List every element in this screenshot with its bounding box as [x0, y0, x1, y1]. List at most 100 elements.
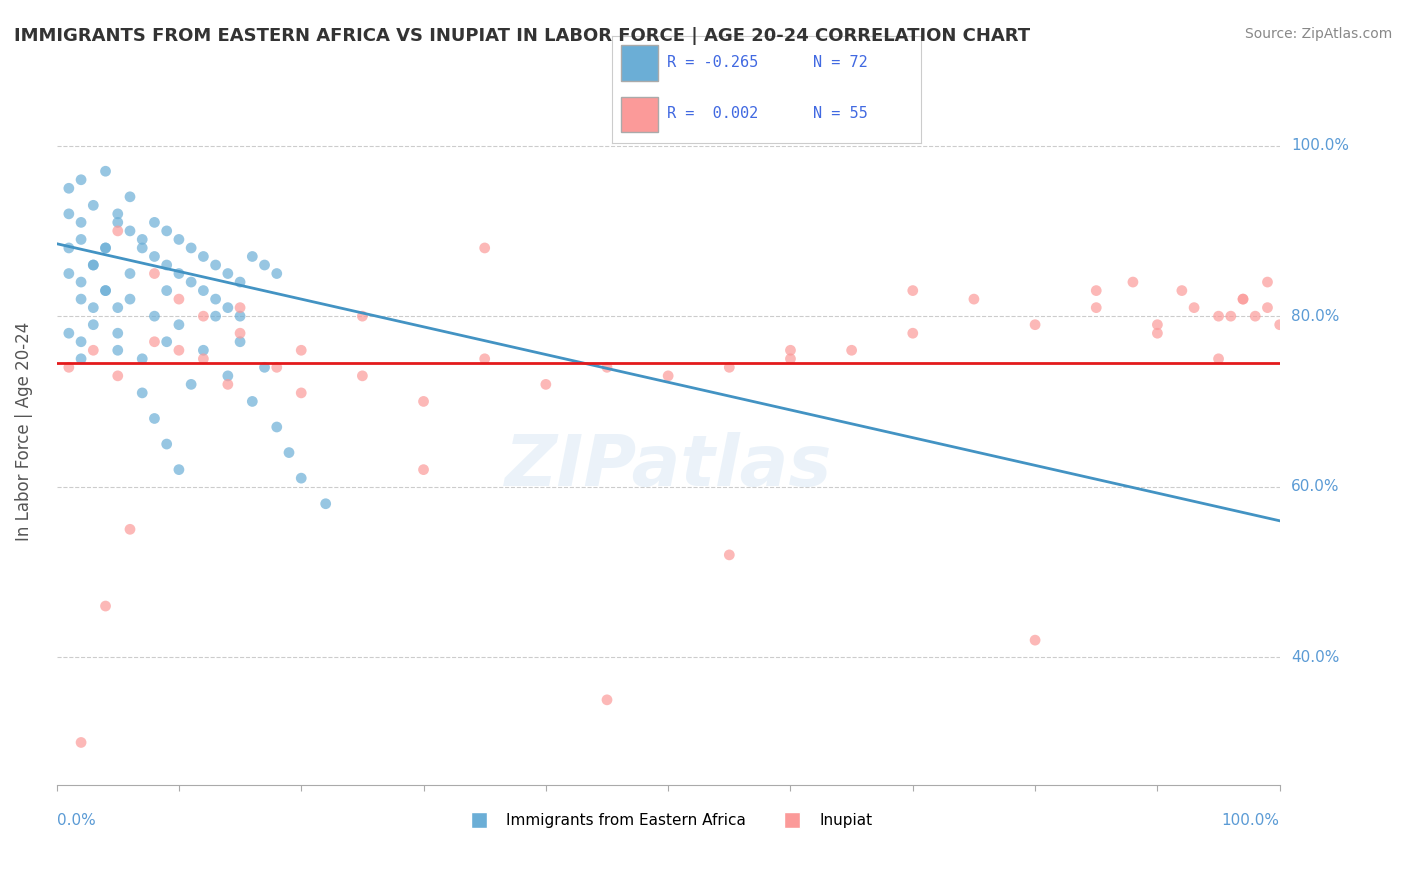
Point	[204, 309, 226, 323]
Point	[107, 207, 129, 221]
Point	[412, 462, 434, 476]
Point	[167, 292, 190, 306]
Text: 60.0%: 60.0%	[1291, 479, 1340, 494]
Point	[534, 377, 557, 392]
Point	[118, 267, 141, 281]
Text: 100.0%: 100.0%	[1291, 138, 1348, 153]
Point	[131, 351, 153, 366]
Text: 40.0%: 40.0%	[1291, 649, 1339, 665]
Point	[229, 309, 252, 323]
Point	[180, 275, 202, 289]
Point	[118, 224, 141, 238]
Point	[266, 420, 288, 434]
Point	[290, 343, 312, 358]
Point	[131, 232, 153, 246]
Point	[315, 497, 337, 511]
FancyBboxPatch shape	[621, 45, 658, 80]
Point	[167, 343, 190, 358]
Point	[131, 385, 153, 400]
Legend: Immigrants from Eastern Africa, Inupiat: Immigrants from Eastern Africa, Inupiat	[457, 807, 879, 834]
Point	[58, 326, 80, 341]
Point	[82, 301, 104, 315]
Point	[193, 351, 215, 366]
Text: R = -0.265: R = -0.265	[668, 55, 759, 70]
Text: R =  0.002: R = 0.002	[668, 106, 759, 121]
Point	[779, 351, 801, 366]
Point	[217, 368, 239, 383]
Point	[229, 301, 252, 315]
Point	[58, 181, 80, 195]
Point	[901, 326, 924, 341]
Point	[217, 301, 239, 315]
Point	[58, 360, 80, 375]
Point	[107, 301, 129, 315]
Point	[841, 343, 863, 358]
Point	[1232, 292, 1254, 306]
Point	[412, 394, 434, 409]
Point	[229, 326, 252, 341]
Point	[352, 368, 374, 383]
Point	[143, 411, 166, 425]
Point	[167, 462, 190, 476]
Point	[1024, 633, 1046, 648]
Point	[107, 368, 129, 383]
Point	[107, 326, 129, 341]
Point	[229, 334, 252, 349]
Point	[82, 198, 104, 212]
Point	[82, 343, 104, 358]
Point	[1208, 351, 1230, 366]
Point	[143, 250, 166, 264]
Text: N = 55: N = 55	[813, 106, 868, 121]
Point	[1208, 309, 1230, 323]
Point	[70, 275, 93, 289]
Point	[204, 292, 226, 306]
Point	[58, 207, 80, 221]
Point	[167, 232, 190, 246]
Point	[193, 309, 215, 323]
Point	[107, 343, 129, 358]
FancyBboxPatch shape	[621, 96, 658, 132]
Point	[596, 693, 619, 707]
Point	[156, 334, 179, 349]
Point	[718, 548, 741, 562]
Point	[1268, 318, 1291, 332]
Point	[266, 360, 288, 375]
Point	[94, 164, 117, 178]
Text: N = 72: N = 72	[813, 55, 868, 70]
Point	[1171, 284, 1194, 298]
Point	[70, 173, 93, 187]
Point	[131, 241, 153, 255]
Point	[94, 241, 117, 255]
Point	[1122, 275, 1144, 289]
Point	[193, 343, 215, 358]
Point	[58, 267, 80, 281]
Point	[1256, 301, 1278, 315]
Point	[1182, 301, 1205, 315]
Text: 80.0%: 80.0%	[1291, 309, 1339, 324]
Point	[1244, 309, 1267, 323]
Point	[474, 241, 496, 255]
Point	[229, 275, 252, 289]
Point	[143, 309, 166, 323]
Point	[963, 292, 986, 306]
Point	[596, 360, 619, 375]
Point	[779, 343, 801, 358]
Point	[474, 351, 496, 366]
Point	[94, 241, 117, 255]
Point	[156, 224, 179, 238]
Point	[94, 284, 117, 298]
Point	[118, 522, 141, 536]
Text: 0.0%: 0.0%	[56, 814, 96, 829]
Point	[167, 318, 190, 332]
Point	[143, 215, 166, 229]
Point	[204, 258, 226, 272]
Point	[167, 267, 190, 281]
Point	[1085, 284, 1108, 298]
Point	[94, 284, 117, 298]
Y-axis label: In Labor Force | Age 20-24: In Labor Force | Age 20-24	[15, 322, 32, 541]
Text: IMMIGRANTS FROM EASTERN AFRICA VS INUPIAT IN LABOR FORCE | AGE 20-24 CORRELATION: IMMIGRANTS FROM EASTERN AFRICA VS INUPIA…	[14, 27, 1031, 45]
Point	[70, 735, 93, 749]
Point	[70, 292, 93, 306]
Point	[70, 215, 93, 229]
Point	[156, 284, 179, 298]
